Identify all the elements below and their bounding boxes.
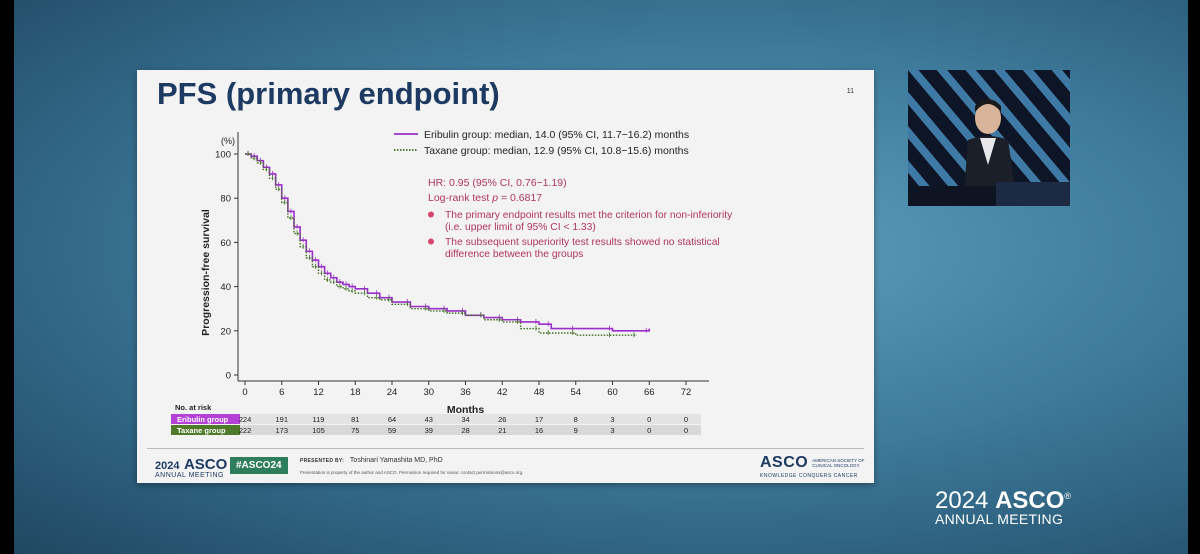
risk-row-label: Taxane group [177,426,226,435]
presentation-slide: PFS (primary endpoint) 11 0 20 40 60 80 100 (%… [137,70,874,483]
risk-value: 81 [351,415,359,424]
letterbox-left [0,0,14,554]
y-tick-label: 40 [220,282,231,293]
y-tick-label: 100 [215,150,231,161]
risk-value: 0 [647,415,651,424]
speaker-head [975,102,1001,134]
risk-table-header: No. at risk [175,403,212,412]
presenter-line: PRESENTED BY: Toshinari Yamashita MD, Ph… [300,457,443,464]
risk-row-band [171,425,701,435]
x-tick-label: 60 [607,387,618,398]
x-tick-label: 48 [534,387,545,398]
risk-value: 26 [498,415,506,424]
risk-value: 3 [610,426,614,435]
x-tick-label: 6 [279,387,284,398]
risk-value: 3 [610,415,614,424]
x-axis-label: Months [447,404,484,416]
risk-value: 191 [275,415,288,424]
risk-value: 9 [574,426,578,435]
meeting-logo: 2024 ASCO ANNUAL MEETING [155,456,227,479]
bullet-text: (i.e. upper limit of 95% CI < 1.33) [445,222,596,233]
risk-value: 105 [312,426,325,435]
risk-value: 119 [313,415,325,424]
brand-asco: ASCO [995,487,1065,514]
risk-value: 173 [275,426,288,435]
x-tick-label: 24 [387,387,398,398]
brand-registered: ® [1064,491,1072,501]
speaker-video-frame [908,70,1070,206]
risk-value: 59 [388,426,396,435]
speaker-video [908,70,1070,206]
slide-number: 11 [846,88,854,95]
x-tick-label: 18 [350,387,361,398]
bullet-dot [428,211,434,218]
risk-value: 64 [388,415,396,424]
risk-value: 0 [684,415,688,424]
asco-logo: ASCO AMERICAN SOCIETY OF CLINICAL ONCOLO… [760,454,876,479]
bullet-text: The primary endpoint results met the cri… [445,210,733,221]
legend-label: Eribulin group: median, 14.0 (95% CI, 11… [424,129,689,141]
letterbox-right [1188,0,1200,554]
brand-year: 2024 [935,487,989,514]
x-tick-label: 66 [644,387,655,398]
legend-label: Taxane group: median, 12.9 (95% CI, 10.8… [424,145,689,157]
y-tick-label: 80 [220,194,231,205]
bullet-text: The subsequent superiority test results … [445,237,720,248]
bullet-text: difference between the groups [445,249,583,260]
footer-divider [147,448,864,449]
hashtag-badge: #ASCO24 [230,457,288,474]
podium-panel [996,182,1070,206]
presenter-name: Toshinari Yamashita MD, PhD [349,457,443,464]
brand-meeting: ANNUAL MEETING [935,511,1064,527]
hr-annotation: HR: 0.95 (95% CI, 0.76−1.19) [428,177,567,189]
asco-logo-org: AMERICAN SOCIETY OF CLINICAL ONCOLOGY [812,458,865,468]
risk-value: 0 [647,426,651,435]
risk-value: 28 [461,426,469,435]
risk-value: 222 [239,426,252,435]
speaker-hair [975,99,1001,112]
y-axis-label: Progression-free survival [200,209,212,336]
y-tick-label: 60 [220,238,231,249]
meeting-logo-asco: ASCO [183,456,228,473]
risk-value: 16 [535,426,543,435]
speaker-shirt [980,138,996,165]
risk-value: 21 [498,426,506,435]
asco-logo-tagline: KNOWLEDGE CONQUERS CANCER [760,473,858,479]
x-tick-label: 30 [423,387,434,398]
x-tick-label: 0 [242,387,247,398]
x-tick-label: 36 [460,387,471,398]
risk-row-band [171,414,701,424]
logrank-annotation: Log-rank test p = 0.6817 [428,192,542,204]
asco-logo-wordmark: ASCO [760,454,809,471]
risk-row-label: Eribulin group [177,415,229,424]
risk-value: 224 [239,415,252,424]
slide-title: PFS (primary endpoint) [157,76,500,111]
asco-brand-watermark: 2024 ASCO® ANNUAL MEETING [935,487,1071,527]
meeting-logo-subtitle: ANNUAL MEETING [155,472,224,479]
meeting-logo-year: 2024 [155,460,180,472]
presented-by-label: PRESENTED BY: [300,458,345,464]
y-tick-label: 20 [220,326,231,337]
x-tick-label: 12 [313,387,324,398]
bullet-dot [428,238,434,245]
risk-row-swatch [171,425,240,435]
y-tick-label: 0 [226,371,231,382]
x-tick-label: 54 [570,387,581,398]
risk-value: 75 [351,426,359,435]
risk-value: 0 [684,426,688,435]
risk-value: 39 [425,426,433,435]
disclaimer-text: Presentation is property of the author a… [300,470,524,475]
x-tick-label: 72 [681,387,692,398]
risk-value: 43 [425,415,433,424]
risk-row-swatch [171,414,240,424]
risk-value: 17 [535,415,543,424]
risk-value: 8 [574,415,578,424]
x-tick-label: 42 [497,387,508,398]
risk-value: 34 [461,415,469,424]
y-axis-unit: (%) [221,136,235,146]
